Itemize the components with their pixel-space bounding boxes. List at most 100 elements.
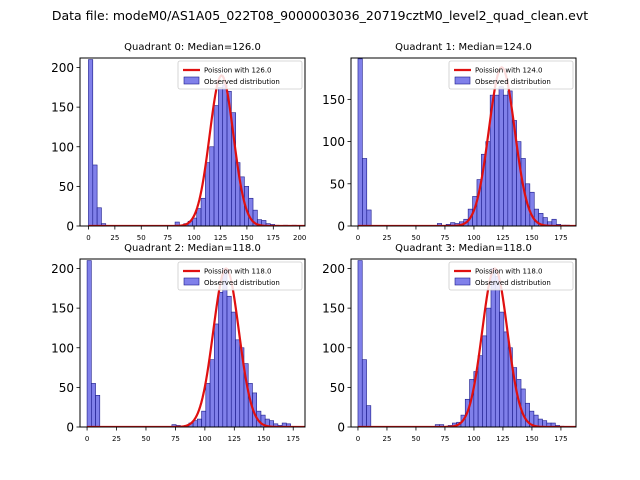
histogram-bar [213, 323, 219, 427]
histogram-bar [218, 291, 224, 427]
quadrant-2-chart: 0 25 50 75 100 125 150 175 0 50 100 150 200 Quadrant … [51, 243, 306, 443]
histogram-bar [503, 94, 509, 226]
quadrant-3-chart: 0 25 50 75 100 125 150 175 0 50 100 150 200 Quadrant … [322, 243, 577, 443]
x-tick-label: 0 [86, 234, 90, 242]
legend-box [448, 60, 574, 90]
histogram-bar [366, 209, 372, 226]
y-tick-label: 100 [51, 341, 74, 355]
quadrant-3-axes-frame [350, 258, 577, 428]
x-tick-label: 25 [382, 234, 391, 242]
figure-suptitle: Data file: modeM0/AS1A05_022T08_90000030… [51, 8, 589, 23]
y-tick-label: 50 [59, 180, 74, 194]
x-tick-label: 200 [293, 234, 306, 242]
legend-bars-label: Observed distribution [204, 78, 280, 86]
histogram-bar [550, 422, 556, 427]
quadrant-0-title: Quadrant 0: Median=126.0 [124, 42, 261, 53]
x-tick-label: 175 [554, 234, 567, 242]
histogram-bar [494, 276, 500, 427]
y-tick-label: 100 [51, 140, 74, 154]
x-tick-label: 150 [525, 234, 538, 242]
quadrant-0-legend: Poission with 126.0 Observed distribution [177, 60, 303, 90]
histogram-bar [209, 359, 215, 427]
quadrant-0-axes-frame [79, 57, 306, 227]
histogram-bar [498, 86, 504, 226]
legend-bars-swatch [454, 76, 471, 85]
legend-box [177, 60, 303, 90]
x-tick-label: 50 [411, 435, 420, 443]
y-tick-label: 150 [51, 302, 74, 316]
y-tick-label: 50 [330, 381, 345, 395]
quadrant-2-title: Quadrant 2: Median=118.0 [124, 243, 261, 254]
x-tick-label: 50 [142, 435, 151, 443]
legend-bars-swatch [183, 277, 200, 286]
histogram-bar [88, 59, 94, 226]
x-tick-label: 125 [496, 435, 509, 443]
x-tick-label: 100 [467, 234, 480, 242]
histogram-bar [286, 423, 291, 427]
quadrant-3-legend: Poission with 118.0 Observed distribution [448, 261, 574, 291]
x-tick-label: 100 [198, 435, 211, 443]
histogram-bar [92, 164, 98, 226]
legend-bars-label: Observed distribution [475, 279, 551, 287]
histogram-bar [95, 395, 101, 427]
quadrant-3-title: Quadrant 3: Median=118.0 [395, 243, 532, 254]
y-tick-label: 200 [51, 61, 74, 75]
legend-box [448, 261, 574, 291]
histogram-bar [494, 94, 500, 226]
histogram-bar [230, 311, 236, 427]
histogram-bar [261, 220, 267, 226]
poisson-curve [357, 66, 576, 226]
x-tick-label: 125 [496, 234, 509, 242]
histogram-bar [551, 218, 557, 226]
x-tick-label: 100 [187, 234, 200, 242]
x-tick-label: 150 [525, 435, 538, 443]
histogram-bar [486, 307, 492, 427]
histogram-bar [196, 208, 202, 226]
histogram-bar [529, 191, 535, 226]
y-tick-label: 100 [322, 135, 345, 149]
x-tick-label: 0 [85, 435, 89, 443]
y-tick-label: 0 [66, 220, 74, 234]
legend-curve-label: Poission with 118.0 [204, 268, 272, 276]
histogram-bar [209, 146, 215, 226]
y-tick-label: 150 [322, 302, 345, 316]
quadrant-1-chart: 0 25 50 75 100 125 150 175 0 50 100 150 Quadrant 1: … [322, 42, 577, 242]
legend-bars-swatch [183, 76, 200, 85]
histogram-bar [91, 383, 96, 427]
quadrant-2-plot-area [86, 260, 305, 427]
histogram-bar [362, 158, 368, 226]
histogram-bar [86, 260, 92, 427]
histogram-bar [96, 207, 102, 226]
quadrant-1-title: Quadrant 1: Median=124.0 [395, 42, 532, 53]
y-tick-label: 0 [66, 421, 74, 435]
x-tick-label: 150 [257, 435, 270, 443]
histogram-bar [205, 383, 211, 427]
histogram-bar [218, 87, 224, 226]
histogram-bar [482, 335, 487, 427]
legend-bars-label: Observed distribution [204, 279, 280, 287]
legend-curve-label: Poission with 118.0 [475, 268, 543, 276]
histogram-bar [201, 410, 207, 427]
quadrant-0-chart: 0 25 50 75 100 125 150 175 200 0 50 100 150 200 Quadra… [51, 42, 306, 242]
x-tick-label: 100 [467, 435, 480, 443]
x-tick-label: 175 [267, 234, 280, 242]
quadrant-2-axes-frame [79, 258, 306, 428]
y-tick-label: 50 [59, 381, 74, 395]
histogram-bar [357, 260, 363, 427]
poisson-curve [87, 267, 305, 427]
quadrant-1-plot-area [357, 58, 576, 226]
x-tick-label: 50 [411, 234, 420, 242]
x-tick-label: 150 [240, 234, 253, 242]
x-tick-label: 25 [110, 234, 119, 242]
legend-curve-label: Poission with 126.0 [204, 67, 272, 75]
quadrant-2-legend: Poission with 118.0 Observed distribution [177, 261, 303, 291]
quadrant-1-axes-frame [350, 57, 577, 227]
x-tick-label: 125 [214, 234, 227, 242]
histogram-bar [200, 197, 206, 226]
histogram-bar [361, 359, 367, 427]
histogram-bar [226, 295, 232, 427]
x-tick-label: 0 [356, 234, 360, 242]
x-tick-label: 75 [163, 234, 172, 242]
histogram-bar [366, 405, 372, 427]
x-tick-label: 125 [228, 435, 241, 443]
